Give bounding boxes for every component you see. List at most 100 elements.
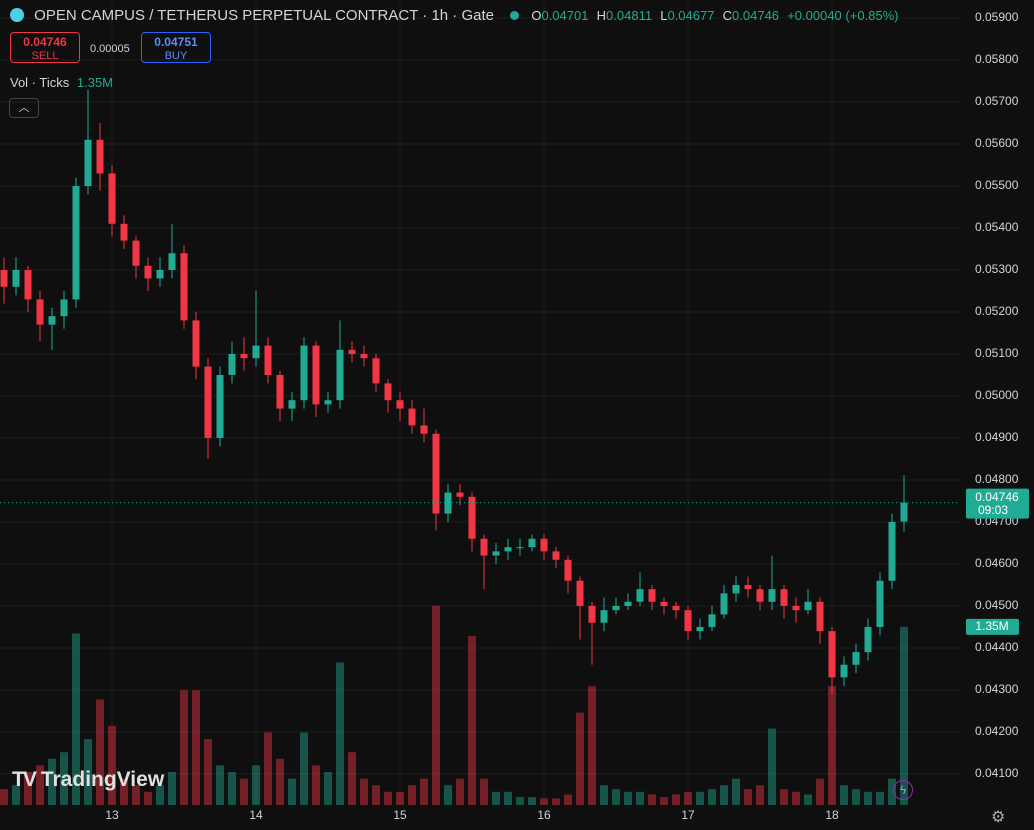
last-price-tag (966, 488, 1029, 519)
y-tick-label: 0.04500 (975, 598, 1019, 612)
status-dot (510, 11, 520, 20)
candle-body (432, 433, 440, 514)
volume-bar (708, 789, 716, 805)
volume-bar (288, 778, 296, 805)
candle-body (900, 502, 908, 522)
candle-body (792, 605, 800, 611)
y-tick-label: 0.05600 (975, 136, 1019, 150)
volume-bar (588, 686, 596, 805)
candle-body (192, 320, 200, 367)
x-tick-label: 18 (825, 808, 839, 822)
y-tick-label: 0.05400 (975, 220, 1019, 234)
settings-icon[interactable]: ⚙ (991, 809, 1006, 826)
candle-body (768, 589, 776, 602)
y-tick-label: 0.04900 (975, 430, 1019, 444)
volume-bar (456, 778, 464, 805)
x-tick-label: 14 (249, 808, 263, 822)
candle-body (852, 652, 860, 665)
candle-body (156, 270, 164, 279)
buy-button[interactable]: 0.04751 BUY (141, 32, 211, 63)
volume-bar (336, 662, 344, 805)
volume-bar (492, 791, 500, 805)
candle-body (528, 538, 536, 548)
candle-body (480, 538, 488, 556)
candle-body (732, 584, 740, 594)
candle-body (180, 253, 188, 321)
candle-body (516, 547, 524, 549)
candle-body (420, 425, 428, 434)
y-tick-label: 0.05900 (975, 10, 1019, 24)
volume-bar (108, 725, 116, 805)
x-tick-label: 17 (681, 808, 695, 822)
candle-body (744, 584, 752, 590)
c-value: 0.04746 (732, 8, 780, 23)
candle-body (576, 580, 584, 606)
x-tick-label: 13 (105, 808, 119, 822)
y-tick-label: 0.05100 (975, 346, 1019, 360)
collapse-button[interactable]: ︿ (9, 98, 39, 118)
candle-body (396, 400, 404, 409)
candle-body (696, 626, 704, 632)
candle-body (312, 345, 320, 405)
volume-bar (732, 778, 740, 805)
volume-bar (252, 765, 260, 805)
candle-body (276, 374, 284, 409)
volume-bar (372, 785, 380, 805)
y-tick-label: 0.04600 (975, 556, 1019, 570)
candle-body (72, 186, 80, 300)
y-tick-label: 0.05200 (975, 304, 1019, 318)
candle-body (204, 366, 212, 438)
volume-bar (360, 778, 368, 805)
l-value: 0.04677 (667, 8, 715, 23)
volume-bar (768, 728, 776, 805)
candle-body (12, 270, 20, 287)
volume-bar (528, 797, 536, 805)
volume-bar (432, 605, 440, 805)
candle-body (384, 383, 392, 401)
alert-icon[interactable]: ϟ (893, 780, 913, 800)
h-value: 0.04811 (606, 8, 653, 23)
y-tick-label: 0.05500 (975, 178, 1019, 192)
volume-bar (204, 739, 212, 805)
candle-body (0, 270, 8, 287)
candle-body (408, 408, 416, 426)
volume-bar (540, 798, 548, 805)
candle-body (588, 605, 596, 623)
candle-body (264, 345, 272, 375)
candle-body (684, 610, 692, 632)
sell-button[interactable]: 0.04746 SELL (10, 32, 80, 63)
volume-bar (444, 785, 452, 805)
volume-bar (756, 785, 764, 805)
x-tick-label: 15 (393, 808, 407, 822)
candle-body (876, 580, 884, 627)
volume-bar (324, 772, 332, 805)
volume-bar (876, 791, 884, 805)
candle-body (96, 139, 104, 174)
candle-body (60, 299, 68, 317)
volume-bar (276, 758, 284, 805)
y-tick-label: 0.04100 (975, 766, 1019, 780)
volume-bar (348, 752, 356, 805)
volume-bar (600, 785, 608, 805)
volume-bar (840, 785, 848, 805)
volume-bar (888, 778, 896, 805)
candle-body (816, 601, 824, 632)
volume-bar (684, 791, 692, 805)
volume-tag (966, 618, 1019, 635)
candle-body (888, 521, 896, 581)
candle-body (372, 358, 380, 384)
candle-body (108, 173, 116, 224)
candle-body (24, 270, 32, 300)
candle-body (228, 353, 236, 375)
candle-body (252, 345, 260, 359)
candle-body (660, 601, 668, 606)
y-tick-label: 0.05000 (975, 388, 1019, 402)
countdown: 09:03 (978, 503, 1008, 517)
h-label: H (596, 8, 607, 23)
volume-bar (672, 794, 680, 805)
volume-bar (96, 699, 104, 805)
volume-bar (216, 765, 224, 805)
candle-body (240, 353, 248, 359)
candle-body (336, 349, 344, 401)
